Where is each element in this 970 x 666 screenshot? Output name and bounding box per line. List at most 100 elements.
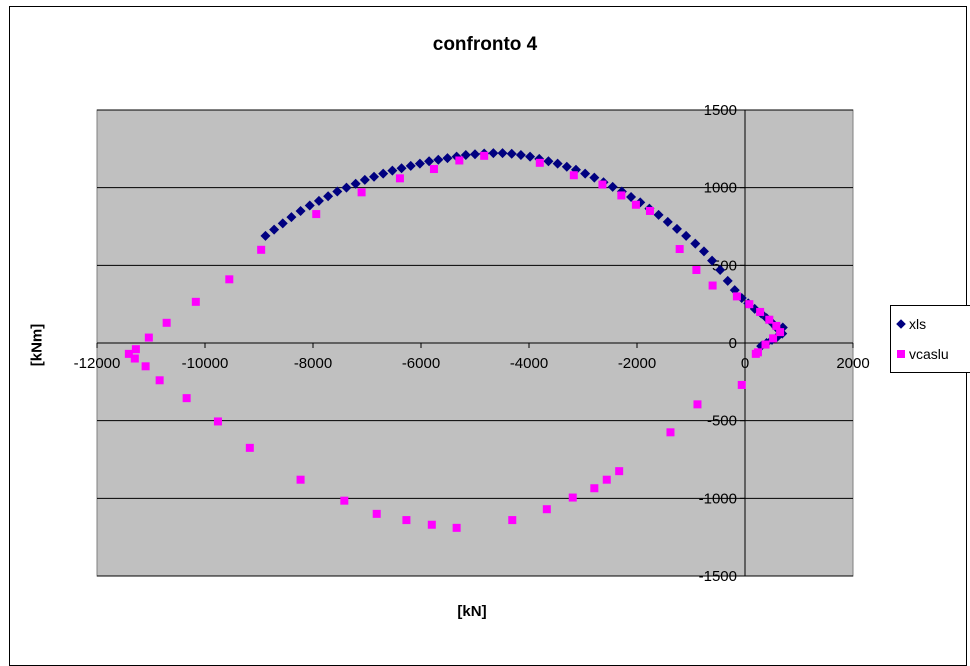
point-vcaslu	[769, 334, 778, 343]
plot-svg: -12000 -10000 -8000 -6000 -4000 -2000 0 2000-15…	[74, 102, 870, 585]
point-xls	[286, 212, 297, 223]
x-tick-label: -4000	[510, 355, 548, 372]
point-vcaslu	[455, 156, 464, 165]
point-vcaslu	[602, 475, 611, 484]
point-xls	[470, 149, 480, 160]
point-vcaslu	[124, 349, 133, 358]
legend-marker-vcaslu	[897, 350, 905, 358]
point-vcaslu	[395, 174, 404, 183]
point-xls	[277, 218, 288, 229]
point-xls	[506, 148, 517, 159]
point-vcaslu	[692, 265, 701, 274]
point-vcaslu	[765, 315, 774, 324]
point-vcaslu	[141, 362, 150, 371]
point-xls	[626, 191, 637, 202]
point-xls	[543, 156, 554, 167]
point-xls	[313, 195, 324, 206]
legend-marker-xls	[896, 319, 906, 329]
point-vcaslu	[772, 321, 781, 330]
point-vcaslu	[372, 509, 381, 518]
y-tick-label: 1000	[704, 180, 737, 197]
point-vcaslu	[732, 292, 741, 301]
point-vcaslu	[631, 200, 640, 209]
x-axis-label: [kN]	[457, 603, 487, 620]
point-xls	[442, 153, 453, 164]
x-tick-label: -6000	[402, 355, 440, 372]
point-vcaslu	[693, 400, 702, 409]
point-vcaslu	[745, 300, 754, 309]
point-xls	[580, 168, 591, 179]
point-xls	[304, 200, 315, 211]
point-vcaslu	[535, 158, 544, 167]
point-xls	[488, 148, 499, 159]
point-xls	[260, 230, 271, 241]
chart-title: confronto 4	[432, 34, 538, 55]
point-vcaslu	[144, 333, 153, 342]
point-xls	[341, 182, 352, 193]
point-vcaslu	[569, 171, 578, 180]
point-xls	[653, 209, 664, 220]
point-xls	[269, 224, 280, 235]
x-tick-label: 2000	[836, 355, 869, 372]
point-xls	[369, 171, 380, 182]
point-vcaslu	[568, 493, 577, 502]
point-xls	[350, 178, 361, 189]
point-xls	[662, 216, 673, 227]
y-tick-label: 0	[729, 335, 737, 352]
legend: xls vcaslu	[890, 305, 970, 373]
point-xls	[359, 174, 370, 185]
point-vcaslu	[312, 210, 321, 219]
x-tick-label: 0	[741, 355, 749, 372]
point-vcaslu	[542, 505, 551, 514]
point-vcaslu	[708, 281, 717, 290]
point-vcaslu	[452, 523, 461, 532]
point-vcaslu	[737, 380, 746, 389]
point-vcaslu	[617, 191, 626, 200]
point-vcaslu	[357, 188, 366, 197]
axes	[96, 109, 854, 577]
point-xls	[525, 151, 536, 162]
point-xls	[414, 158, 425, 169]
point-vcaslu	[131, 345, 140, 354]
point-xls	[722, 275, 733, 286]
point-vcaslu	[340, 496, 349, 505]
point-vcaslu	[162, 318, 171, 327]
y-tick-label: -500	[707, 413, 737, 430]
y-axis-label: [kNm]	[28, 323, 46, 367]
y-tick-label: 1500	[704, 102, 737, 119]
data-points	[124, 148, 788, 532]
point-xls	[681, 230, 692, 241]
point-vcaslu	[480, 151, 489, 160]
y-tick-label: -1500	[699, 568, 737, 585]
legend-item-vcaslu: vcaslu	[897, 346, 949, 362]
point-xls	[607, 181, 618, 192]
point-vcaslu	[508, 516, 517, 525]
point-xls	[405, 160, 416, 171]
point-vcaslu	[776, 328, 785, 337]
point-vcaslu	[245, 443, 254, 452]
point-vcaslu	[756, 307, 765, 316]
point-vcaslu	[761, 340, 770, 349]
point-xls	[295, 205, 306, 216]
point-xls	[497, 148, 508, 159]
point-vcaslu	[155, 376, 164, 385]
point-vcaslu	[675, 245, 684, 254]
point-xls	[589, 172, 600, 183]
point-xls	[433, 154, 444, 165]
point-vcaslu	[666, 428, 675, 437]
legend-item-xls: xls	[896, 316, 927, 332]
legend-label-xls: xls	[909, 316, 927, 332]
point-vcaslu	[615, 467, 624, 476]
point-xls	[707, 255, 718, 266]
point-xls	[715, 264, 726, 275]
point-xls	[332, 186, 343, 197]
point-xls	[323, 191, 334, 202]
point-vcaslu	[751, 349, 760, 358]
x-tick-label: -12000	[74, 355, 121, 372]
point-vcaslu	[590, 484, 599, 493]
tick-labels: -12000 -10000 -8000 -6000 -4000 -2000 0 2000-15…	[74, 102, 870, 585]
point-xls	[561, 161, 572, 172]
point-vcaslu	[645, 206, 654, 215]
point-xls	[378, 168, 389, 179]
point-vcaslu	[598, 180, 607, 189]
